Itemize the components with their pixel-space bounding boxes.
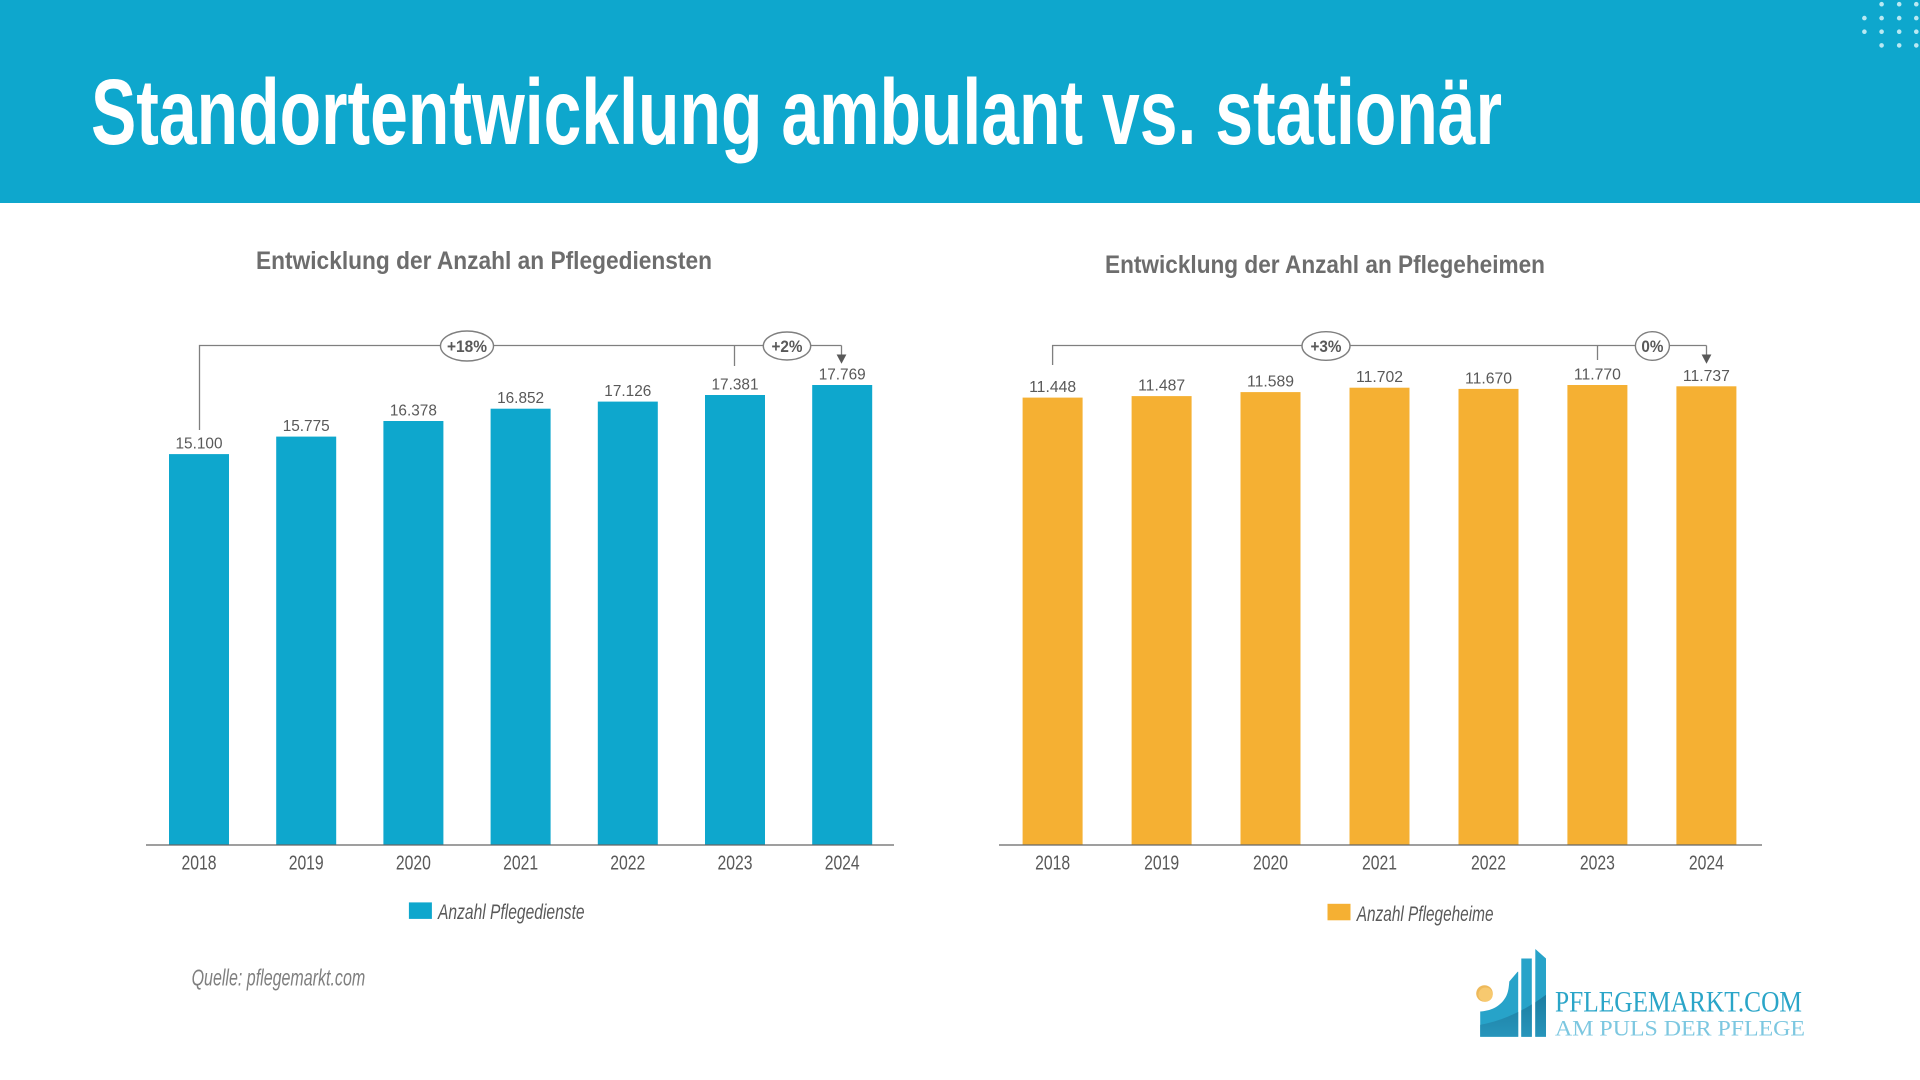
svg-text:2019: 2019 xyxy=(289,853,324,875)
svg-text:Standortentwicklung ambulant v: Standortentwicklung ambulant vs. station… xyxy=(91,60,1502,164)
svg-text:2021: 2021 xyxy=(503,853,538,875)
svg-text:+3%: +3% xyxy=(1311,337,1342,356)
svg-text:2021: 2021 xyxy=(1362,853,1397,875)
svg-text:11.589: 11.589 xyxy=(1247,374,1294,391)
svg-text:11.737: 11.737 xyxy=(1683,368,1730,385)
svg-text:2022: 2022 xyxy=(1471,853,1506,875)
svg-text:11.487: 11.487 xyxy=(1138,378,1185,395)
svg-text:11.448: 11.448 xyxy=(1029,379,1076,396)
svg-text:17.381: 17.381 xyxy=(712,377,759,394)
svg-text:Quelle: pflegemarkt.com: Quelle: pflegemarkt.com xyxy=(192,965,366,991)
svg-text:15.775: 15.775 xyxy=(283,418,330,435)
svg-text:+2%: +2% xyxy=(772,337,803,356)
svg-text:2023: 2023 xyxy=(718,853,753,875)
svg-text:Entwicklung der Anzahl an Pfle: Entwicklung der Anzahl an Pflegeheimen xyxy=(1105,251,1545,279)
svg-text:17.126: 17.126 xyxy=(604,383,651,400)
svg-text:+18%: +18% xyxy=(447,337,487,356)
svg-text:AM PULS DER PFLEGE: AM PULS DER PFLEGE xyxy=(1555,1016,1805,1041)
svg-text:0%: 0% xyxy=(1641,337,1663,356)
svg-text:2019: 2019 xyxy=(1144,853,1179,875)
svg-text:Anzahl Pflegedienste: Anzahl Pflegedienste xyxy=(437,901,585,924)
svg-text:2022: 2022 xyxy=(610,853,645,875)
svg-text:15.100: 15.100 xyxy=(176,436,223,453)
svg-text:2020: 2020 xyxy=(396,853,431,875)
svg-text:PFLEGEMARKT.COM: PFLEGEMARKT.COM xyxy=(1555,986,1802,1019)
svg-text:11.770: 11.770 xyxy=(1574,367,1621,384)
svg-text:16.852: 16.852 xyxy=(497,390,544,407)
svg-text:Entwicklung der Anzahl an Pfle: Entwicklung der Anzahl an Pflegediensten xyxy=(256,247,712,275)
svg-text:11.670: 11.670 xyxy=(1465,370,1512,387)
svg-text:2023: 2023 xyxy=(1580,853,1615,875)
svg-text:2024: 2024 xyxy=(1689,853,1724,875)
svg-text:11.702: 11.702 xyxy=(1356,369,1403,386)
svg-text:2018: 2018 xyxy=(1035,853,1070,875)
svg-text:Anzahl Pflegeheime: Anzahl Pflegeheime xyxy=(1355,903,1493,926)
svg-text:2018: 2018 xyxy=(182,853,217,875)
svg-text:17.769: 17.769 xyxy=(819,367,866,384)
svg-text:2024: 2024 xyxy=(825,853,860,875)
svg-text:16.378: 16.378 xyxy=(390,403,437,420)
svg-text:2020: 2020 xyxy=(1253,853,1288,875)
